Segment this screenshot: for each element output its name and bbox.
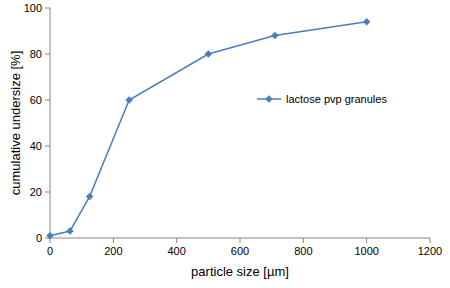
x-tick-label: 1000 xyxy=(354,245,378,257)
y-axis-line xyxy=(50,8,51,238)
y-tick xyxy=(45,192,50,193)
y-tick-label: 100 xyxy=(24,2,42,14)
x-tick-label: 0 xyxy=(47,245,53,257)
y-tick-label: 80 xyxy=(30,48,42,60)
y-tick-label: 20 xyxy=(30,186,42,198)
x-axis-label: particle size [µm] xyxy=(191,264,289,279)
y-tick xyxy=(45,54,50,55)
data-point xyxy=(86,193,93,200)
legend-marker xyxy=(266,96,273,103)
data-point xyxy=(205,51,212,58)
y-tick-label: 60 xyxy=(30,94,42,106)
x-tick xyxy=(176,238,177,243)
series-line xyxy=(50,22,367,236)
data-point xyxy=(271,32,278,39)
data-point xyxy=(363,18,370,25)
x-tick-label: 600 xyxy=(231,245,249,257)
x-tick-label: 200 xyxy=(104,245,122,257)
data-point xyxy=(47,232,54,239)
x-tick-label: 800 xyxy=(294,245,312,257)
x-tick-label: 1200 xyxy=(418,245,442,257)
legend-label: lactose pvp granules xyxy=(286,93,387,105)
x-tick xyxy=(303,238,304,243)
y-tick-label: 40 xyxy=(30,140,42,152)
data-point xyxy=(126,97,133,104)
plot-area xyxy=(47,18,371,239)
y-axis-label: cumulative undersize [%] xyxy=(8,51,23,196)
chart: 020406080100020040060080010001200particl… xyxy=(0,0,450,288)
data-point xyxy=(66,228,73,235)
y-tick xyxy=(45,146,50,147)
y-tick xyxy=(45,100,50,101)
x-tick xyxy=(366,238,367,243)
x-tick-label: 400 xyxy=(167,245,185,257)
x-tick xyxy=(113,238,114,243)
x-tick xyxy=(430,238,431,243)
y-tick xyxy=(45,8,50,9)
legend-entry: lactose pvp granules xyxy=(257,93,387,105)
x-tick xyxy=(240,238,241,243)
y-tick-label: 0 xyxy=(36,232,42,244)
chart-container: 020406080100020040060080010001200particl… xyxy=(0,0,450,288)
